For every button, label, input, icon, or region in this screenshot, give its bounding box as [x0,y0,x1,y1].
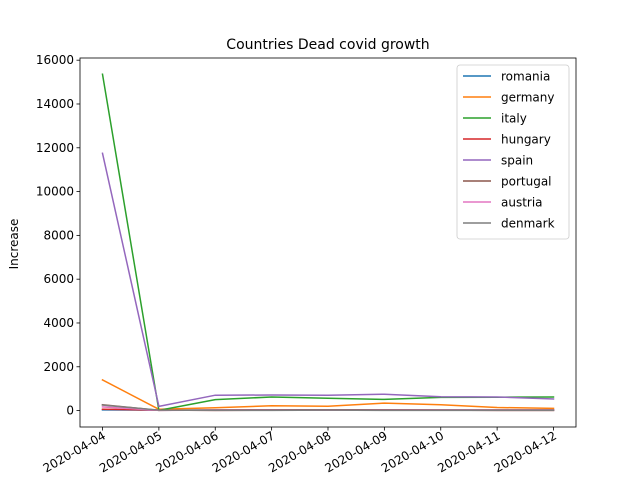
legend-box [456,64,570,240]
y-axis-label: Increase [7,219,21,270]
legend-label-hungary: hungary [501,133,551,147]
x-tick-label: 2020-04-11 [435,428,502,475]
series-layer [101,73,555,412]
y-tick-label: 10000 [36,185,74,199]
x-tick-label: 2020-04-12 [492,428,559,475]
legend-label-austria: austria [501,196,543,210]
series-line-spain [101,152,555,408]
legend-label-denmark: denmark [501,217,555,231]
y-tick-label: 16000 [36,53,74,67]
x-tick-label: 2020-04-08 [266,428,333,475]
chart-title: Countries Dead covid growth [226,37,429,53]
x-tick-label: 2020-04-06 [153,428,220,475]
x-tick-label: 2020-04-04 [41,428,108,475]
y-tick-label: 2000 [43,360,74,374]
x-tick-label: 2020-04-09 [322,428,389,475]
series-line-denmark [101,404,555,412]
y-tick-label: 12000 [36,141,74,155]
y-tick-label: 14000 [36,97,74,111]
legend-label-spain: spain [501,154,533,168]
legend: romania germany italy hungary spain portugal a… [456,64,570,240]
x-tick-label: 2020-04-10 [379,428,446,475]
y-tick-label: 4000 [43,316,74,330]
legend-label-romania: romania [501,70,550,84]
y-tick-label: 6000 [43,272,74,286]
x-tick-label: 2020-04-05 [97,428,164,475]
legend-label-portugal: portugal [501,175,552,189]
y-tick-label: 8000 [43,228,74,242]
y-tick-label: 0 [66,404,74,418]
legend-label-italy: italy [501,112,527,126]
series-line-germany [101,378,555,411]
x-tick-label: 2020-04-07 [210,428,277,475]
legend-label-germany: germany [501,91,554,105]
